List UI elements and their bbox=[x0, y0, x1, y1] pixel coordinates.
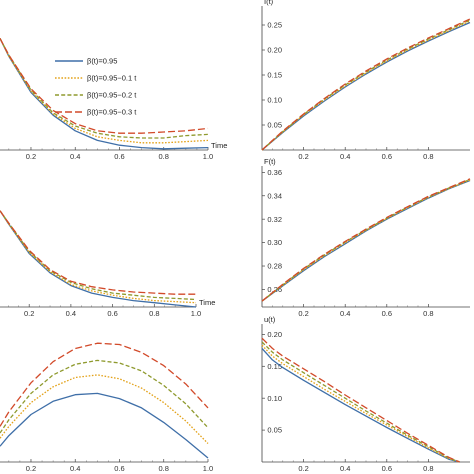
y-tick-label: 0.34 bbox=[267, 191, 282, 200]
y-tick-label: 0.05 bbox=[267, 121, 282, 130]
legend-label-2: β(t)=0.95−0.1 t bbox=[87, 74, 137, 83]
y-tick-label: 0.05 bbox=[267, 426, 282, 435]
y-tick-label: 0.28 bbox=[267, 262, 282, 271]
series-line-3 bbox=[0, 210, 197, 301]
x-tick-label: 0.8 bbox=[159, 464, 169, 473]
y-tick-label: 0.15 bbox=[267, 362, 282, 371]
x-axis-title: Time bbox=[211, 141, 227, 150]
legend-label-4: β(t)=0.95−0.3 t bbox=[87, 108, 137, 117]
series-line-3 bbox=[261, 341, 460, 463]
panel-p5: 0.2 0.4 0.6 0.8 1.0 bbox=[0, 342, 213, 473]
panel-p6: 0.2 0.4 0.6 0.8 0.05 0.10 0.15 0.20 u(t) bbox=[261, 315, 470, 473]
x-tick-label: 0.6 bbox=[114, 152, 124, 161]
legend-label-1: β(t)=0.95 bbox=[87, 57, 117, 66]
series-line-2 bbox=[0, 374, 209, 444]
x-tick-label: 0.2 bbox=[298, 309, 308, 318]
x-tick-label: 0.8 bbox=[423, 152, 433, 161]
x-tick-label: 0.8 bbox=[423, 309, 433, 318]
x-tick-label: 0.6 bbox=[382, 152, 392, 161]
x-tick-label: 0.8 bbox=[423, 464, 433, 473]
series-line-4 bbox=[0, 342, 209, 427]
series-line-4 bbox=[0, 38, 209, 134]
y-tick-label: 0.32 bbox=[267, 215, 282, 224]
x-tick-label: 0.8 bbox=[159, 152, 169, 161]
x-tick-label: 0.4 bbox=[340, 152, 350, 161]
x-tick-label: 1.0 bbox=[203, 152, 213, 161]
series-line-2 bbox=[261, 20, 471, 151]
x-tick-label: 1.0 bbox=[191, 309, 201, 318]
x-tick-label: 0.6 bbox=[382, 464, 392, 473]
x-tick-label: 0.4 bbox=[340, 464, 350, 473]
x-tick-label: 0.2 bbox=[26, 152, 36, 161]
series-line-4 bbox=[261, 337, 460, 463]
panel-p4: 0.2 0.4 0.6 0.8 0.26 0.28 0.30 0.32 0.34 0.36 F(t) bbox=[261, 157, 471, 318]
y-tick-label: 0.20 bbox=[267, 46, 282, 55]
series-line-3 bbox=[261, 19, 471, 151]
x-tick-label: 0.4 bbox=[66, 309, 76, 318]
panel-p1: 0.2 0.4 0.6 0.8 1.0 Time bbox=[0, 38, 227, 161]
x-tick-label: 0.6 bbox=[382, 309, 392, 318]
x-tick-label: 0.6 bbox=[114, 464, 124, 473]
x-tick-label: 0.2 bbox=[26, 464, 36, 473]
y-tick-label: 0.20 bbox=[267, 330, 282, 339]
panel-p3: 0.2 0.4 0.6 0.8 1.0 Time bbox=[0, 210, 215, 318]
x-tick-label: 0.6 bbox=[107, 309, 117, 318]
y-axis-title: F(t) bbox=[264, 157, 276, 166]
legend-label-3: β(t)=0.95−0.2 t bbox=[87, 91, 137, 100]
y-tick-label: 0.36 bbox=[267, 168, 282, 177]
series-line-4 bbox=[261, 18, 471, 151]
legend: β(t)=0.95 β(t)=0.95−0.1 t β(t)=0.95−0.2 t β… bbox=[55, 57, 137, 117]
y-tick-label: 0.10 bbox=[267, 96, 282, 105]
series-line-3 bbox=[0, 359, 209, 434]
x-tick-label: 0.2 bbox=[24, 309, 34, 318]
y-tick-label: 0.15 bbox=[267, 71, 282, 80]
series-line-3 bbox=[261, 178, 471, 302]
series-line-2 bbox=[261, 344, 460, 463]
panel-p2: 0.2 0.4 0.6 0.8 0.05 0.10 0.15 0.20 0.25 I(t) bbox=[261, 0, 471, 161]
series-line-1 bbox=[261, 179, 471, 302]
series-line-3 bbox=[0, 38, 209, 139]
y-axis-title: I(t) bbox=[264, 0, 274, 6]
y-tick-label: 0.26 bbox=[267, 285, 282, 294]
y-tick-label: 0.30 bbox=[267, 238, 282, 247]
x-tick-label: 0.8 bbox=[149, 309, 159, 318]
x-tick-label: 0.4 bbox=[70, 152, 80, 161]
x-tick-label: 0.4 bbox=[340, 309, 350, 318]
series-line-2 bbox=[0, 210, 197, 304]
y-tick-label: 0.10 bbox=[267, 394, 282, 403]
series-line-4 bbox=[261, 178, 471, 302]
series-line-4 bbox=[0, 210, 196, 295]
series-line-2 bbox=[261, 179, 471, 302]
x-tick-label: 0.2 bbox=[298, 152, 308, 161]
y-tick-label: 0.25 bbox=[267, 21, 282, 30]
series-line-1 bbox=[261, 21, 471, 151]
x-tick-label: 0.4 bbox=[70, 464, 80, 473]
x-axis-title: Time bbox=[199, 298, 215, 307]
series-line-1 bbox=[0, 392, 209, 459]
series-line-1 bbox=[261, 347, 460, 463]
y-axis-title: u(t) bbox=[264, 315, 276, 324]
x-tick-label: 0.2 bbox=[298, 464, 308, 473]
x-tick-label: 1.0 bbox=[203, 464, 213, 473]
